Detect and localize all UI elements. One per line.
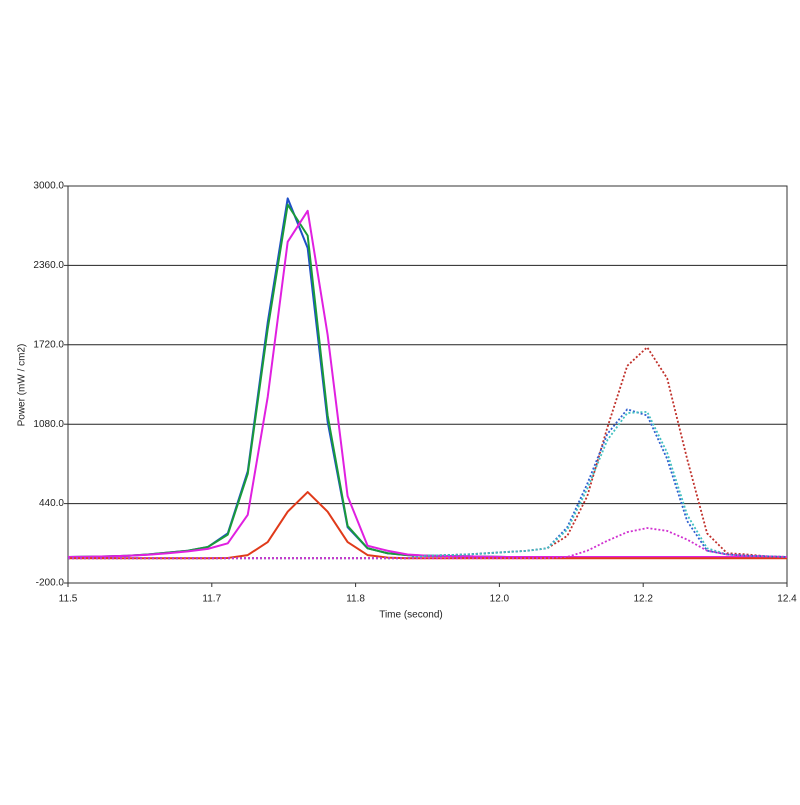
x-axis-title: Time (second) [379, 610, 443, 621]
x-tick-label: 12.4 [777, 594, 797, 605]
y-tick-label: 440.0 [39, 498, 64, 509]
x-tick-label: 11.7 [202, 594, 221, 605]
y-tick-label: 3000.0 [33, 181, 64, 192]
x-tick-label: 12.2 [633, 594, 653, 605]
y-axis-title: Power (mW / cm2) [17, 344, 28, 427]
y-tick-label: 1720.0 [33, 339, 64, 350]
x-tick-label: 12.0 [490, 594, 510, 605]
series-line [68, 527, 788, 560]
x-tick-label: 11.5 [59, 594, 78, 605]
x-tick-label: 11.8 [346, 594, 365, 605]
series-line [68, 410, 788, 560]
series-line [68, 491, 787, 560]
series-line [67, 209, 787, 558]
y-tick-label: 2360.0 [33, 260, 64, 271]
y-tick-label: -200.0 [36, 578, 65, 589]
y-tick-label: 1080.0 [33, 419, 64, 430]
series-line [68, 346, 788, 560]
plot-frame [67, 185, 788, 584]
